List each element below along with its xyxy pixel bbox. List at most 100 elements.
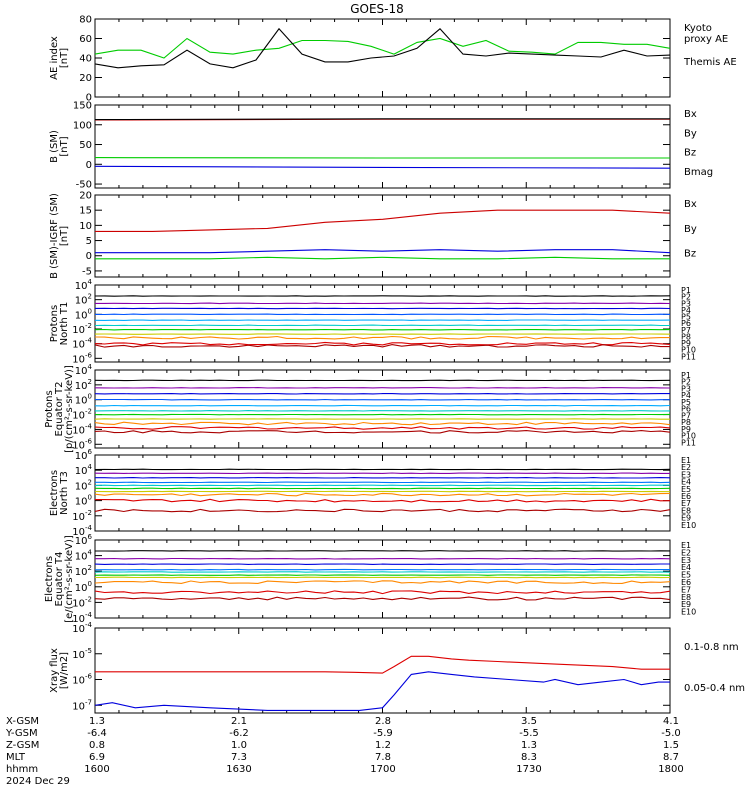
legend-label: E7 [681, 499, 691, 508]
y-axis-label: Equator T2 [54, 382, 65, 437]
footer-value: -5.5 [519, 728, 539, 739]
y-axis-label: Protons [44, 390, 55, 427]
y-tick-label: 10-4 [72, 422, 92, 436]
footer-value: 0.8 [89, 740, 105, 751]
series-line-e1 [95, 550, 670, 552]
legend-label: Bz [684, 148, 696, 159]
footer-value: 2.1 [231, 716, 247, 727]
footer-value: 1600 [84, 764, 109, 775]
legend-label: E8 [681, 593, 691, 602]
series-line-p6 [95, 410, 670, 412]
legend-label: E5 [681, 571, 691, 580]
y-axis-label: Electrons [44, 556, 55, 602]
y-tick-label: 10-2 [72, 408, 92, 422]
y-axis-label: North T3 [59, 471, 70, 515]
legend-label: E4 [681, 563, 691, 572]
series-group [95, 655, 670, 711]
footer-value: 6.9 [89, 752, 105, 763]
panel-frame [94, 104, 671, 189]
y-axis-label: AE index [49, 36, 60, 80]
series-group [95, 379, 670, 434]
footer-row-label: X-GSM [6, 716, 39, 727]
y-axis-label: Protons [49, 305, 60, 342]
y-axis-label: Equator T4 [54, 552, 65, 607]
series-group [95, 27, 670, 69]
legend-label: E10 [681, 521, 696, 530]
y-tick-label: 10-4 [72, 621, 92, 635]
footer-value: 1700 [370, 764, 395, 775]
legend-label: P2 [681, 293, 691, 302]
series-line-kyoto-proxy-ae [95, 37, 670, 59]
series-line-p5 [95, 404, 670, 407]
y-axis-label: [W/m2] [59, 652, 70, 689]
series-group [95, 295, 670, 348]
footer-value: 4.1 [663, 716, 679, 727]
y-tick-label: 10-6 [72, 673, 92, 687]
legend-label: P1 [681, 371, 691, 380]
y-axis-label: Electrons [49, 470, 60, 516]
footer-value: 1.5 [663, 740, 679, 751]
y-tick-label: 10-4 [72, 611, 92, 625]
legend-label: E9 [681, 514, 691, 523]
series-line-p11 [95, 430, 670, 434]
y-tick-label: 40 [79, 54, 92, 65]
series-line-bx [95, 249, 670, 254]
legend-label: E6 [681, 578, 691, 587]
series-line-bz [95, 209, 670, 232]
footer-date: 2024 Dec 29 [6, 776, 70, 787]
footer-value: 8.7 [663, 752, 679, 763]
series-line-0-05-0-4-nm [95, 671, 670, 711]
series-line-by [95, 256, 670, 260]
panel-frame [94, 539, 671, 619]
y-tick-label: 20 [79, 73, 92, 84]
y-tick-label: 10-4 [72, 524, 92, 538]
y-axis-label: Xray flux [49, 648, 60, 693]
y-tick-label: 0 [86, 93, 92, 104]
legend-label: E4 [681, 478, 691, 487]
y-tick-label: 100 [75, 307, 92, 321]
panel-frame [94, 18, 671, 98]
time-axis-footer: X-GSM 1.3 2.1 2.8 3.5 4.1 Y-GSM -6.4 -6.2 -5.9 -5.… [5, 716, 684, 787]
footer-row-label: MLT [6, 752, 26, 763]
legend-label: E2 [681, 548, 691, 557]
footer-value: -6.2 [229, 728, 249, 739]
legend-label: E3 [681, 556, 691, 565]
footer-value: 1.2 [375, 740, 391, 751]
y-tick-label: 10-7 [72, 698, 92, 712]
legend-label: Bx [684, 109, 697, 120]
y-tick-label: 0 [86, 251, 92, 262]
legend-label: P3 [681, 299, 691, 308]
legend-label: E5 [681, 485, 691, 494]
legend-label: By [684, 224, 697, 235]
footer-value: 3.5 [521, 716, 537, 727]
y-tick-label: 100 [75, 580, 92, 594]
series-line-p2 [95, 302, 670, 305]
series-line-e10 [95, 508, 670, 513]
series-line-p10 [95, 341, 670, 346]
panel-bigrf: -5 0 5 10 15 20 B (SM)-IGRF (SM) [nT] Bx By Bz [49, 191, 697, 279]
legend-label: P11 [681, 352, 696, 361]
legend-label: E2 [681, 463, 691, 472]
legend-label: E1 [681, 541, 691, 550]
footer-row-label: hhmm [6, 764, 38, 775]
series-line-e10 [95, 596, 670, 601]
footer-value: -5.9 [373, 728, 393, 739]
footer-value: -5.0 [661, 728, 681, 739]
y-tick-label: 100 [73, 120, 92, 131]
footer-value: 1.0 [231, 740, 247, 751]
series-group [95, 209, 670, 260]
legend-label: P11 [681, 438, 696, 447]
legend-label: P9 [681, 425, 691, 434]
y-tick-label: 150 [73, 101, 92, 112]
series-line-0-1-0-8-nm [95, 655, 670, 674]
legend-label: P1 [681, 286, 691, 295]
footer-value: 1.3 [89, 716, 105, 727]
legend-label: E9 [681, 600, 691, 609]
series-line-e9 [95, 590, 670, 595]
y-tick-label: 0 [86, 160, 92, 171]
y-tick-label: 10-6 [72, 437, 92, 451]
